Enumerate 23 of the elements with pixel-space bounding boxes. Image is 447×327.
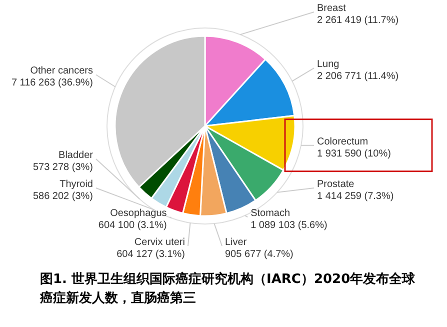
slice-label: Bladder [58, 150, 94, 161]
data-label: 1 414 259 (7.3%) [317, 191, 394, 202]
slice-label: Liver [225, 237, 248, 248]
slice-label: Stomach [250, 208, 290, 219]
data-label: 905 677 (4.7%) [225, 249, 294, 260]
data-label: 573 278 (3%) [32, 162, 93, 173]
slice-label: Breast [317, 3, 346, 14]
slice-label: Colorectum [317, 136, 368, 148]
data-label: 586 202 (3%) [32, 191, 93, 202]
slice-label: Other cancers [30, 66, 93, 77]
slice-label: Prostate [317, 179, 355, 190]
data-label: 1 931 590 (10%) [317, 148, 391, 160]
slice-label: Thyroid [60, 179, 93, 190]
slice-label: Cervix uteri [134, 237, 185, 248]
slice-label: Lung [317, 59, 340, 70]
caption: 图1. 世界卫生组织国际癌症研究机构（IARC）2020年发布全球癌症新发人数，直肠癌第三 [40, 270, 416, 308]
data-label: 604 100 (3.1%) [98, 220, 167, 231]
data-label: 1 089 103 (5.6%) [250, 220, 328, 231]
data-label: 2 206 771 (11.4%) [317, 71, 399, 82]
data-label: 2 261 419 (11.7%) [317, 15, 399, 26]
data-label: 604 127 (3.1%) [116, 249, 185, 260]
data-label: 7 116 263 (36.9%) [11, 78, 93, 89]
slice-label: Oesophagus [110, 208, 167, 219]
